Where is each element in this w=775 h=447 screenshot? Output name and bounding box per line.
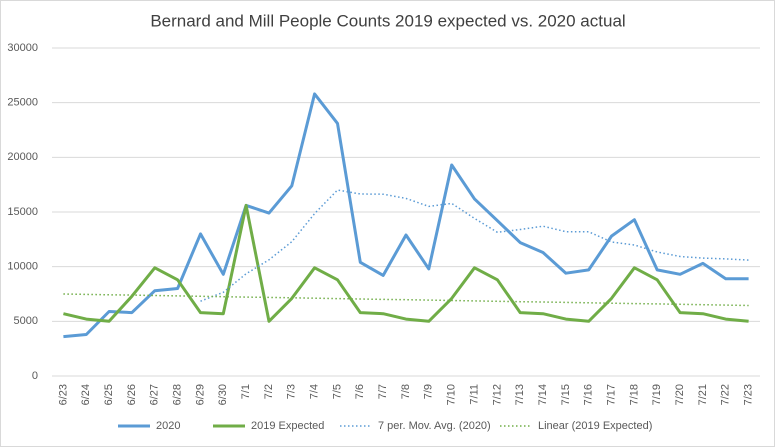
chart-title: Bernard and Mill People Counts 2019 expe… xyxy=(150,11,625,30)
legend-label: 2020 xyxy=(156,420,180,432)
x-tick-label: 7/14 xyxy=(537,384,549,405)
x-tick-label: 6/24 xyxy=(80,384,92,405)
x-tick-label: 6/26 xyxy=(126,384,138,405)
series-line xyxy=(63,92,749,339)
y-tick-label: 0 xyxy=(32,370,38,382)
x-tick-label: 6/30 xyxy=(217,384,229,405)
x-tick-label: 7/8 xyxy=(400,384,412,399)
y-tick-label: 30000 xyxy=(7,42,38,54)
x-tick-label: 6/25 xyxy=(103,384,115,405)
x-tick-label: 7/6 xyxy=(354,384,366,399)
x-tick-label: 7/12 xyxy=(491,384,503,405)
x-tick-label: 7/7 xyxy=(377,384,389,399)
series-line xyxy=(63,203,749,323)
x-tick-label: 7/3 xyxy=(286,384,298,399)
legend-label: Linear (2019 Expected) xyxy=(538,420,652,432)
x-tick-label: 7/18 xyxy=(628,384,640,405)
x-tick-label: 7/1 xyxy=(240,384,252,399)
x-tick-label: 7/10 xyxy=(446,384,458,405)
x-tick-label: 7/21 xyxy=(697,384,709,405)
y-tick-label: 10000 xyxy=(7,261,38,273)
x-tick-label: 6/27 xyxy=(149,384,161,405)
x-tick-label: 7/11 xyxy=(468,384,480,405)
x-tick-label: 7/13 xyxy=(514,384,526,405)
x-tick-label: 7/9 xyxy=(423,384,435,399)
x-tick-label: 7/5 xyxy=(331,384,343,399)
y-tick-label: 20000 xyxy=(7,151,38,163)
x-tick-label: 7/22 xyxy=(720,384,732,405)
x-tick-label: 7/23 xyxy=(742,384,754,405)
y-tick-label: 15000 xyxy=(7,206,38,218)
y-tick-label: 25000 xyxy=(7,97,38,109)
x-tick-label: 6/23 xyxy=(57,384,69,405)
legend-label: 2019 Expected xyxy=(251,420,324,432)
legend-label: 7 per. Mov. Avg. (2020) xyxy=(378,420,491,432)
x-tick-label: 7/15 xyxy=(560,384,572,405)
x-tick-label: 7/2 xyxy=(263,384,275,399)
x-tick-label: 7/4 xyxy=(309,384,321,399)
x-tick-label: 7/17 xyxy=(605,384,617,405)
x-tick-label: 7/20 xyxy=(674,384,686,405)
x-tick-label: 7/19 xyxy=(651,384,663,405)
x-tick-label: 7/16 xyxy=(583,384,595,405)
x-tick-label: 6/29 xyxy=(194,384,206,405)
x-tick-label: 6/28 xyxy=(172,384,184,405)
y-tick-label: 5000 xyxy=(14,315,38,327)
